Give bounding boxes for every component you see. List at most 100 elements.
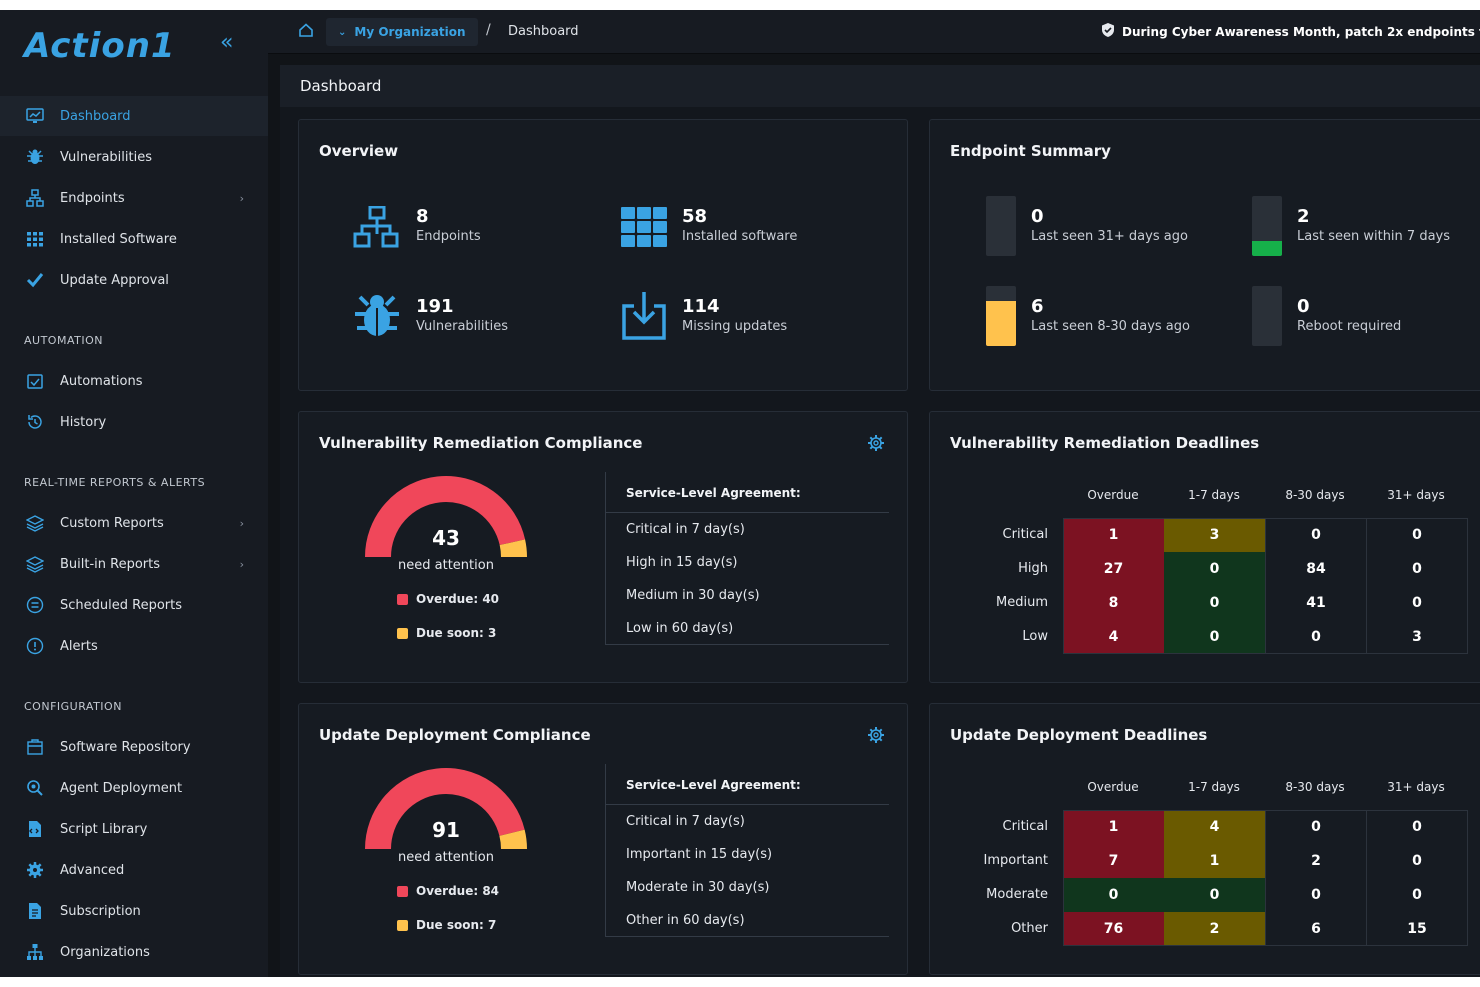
deadline-cell[interactable]: 4 [1063,620,1164,654]
legend-label: Overdue: 40 [416,592,500,606]
endpoint-stat-within-7[interactable]: 2 Last seen within 7 days [1297,206,1450,244]
grid-border [1063,810,1468,946]
sidebar-item-vulnerabilities[interactable]: Vulnerabilities [0,137,268,177]
sidebar-item-installed-software[interactable]: Installed Software [0,219,268,259]
announcement-banner[interactable]: During Cyber Awareness Month, patch 2x e… [1100,22,1480,41]
deadline-cell[interactable]: 15 [1366,912,1467,946]
deadline-cell[interactable]: 76 [1063,912,1164,946]
stat-label: Vulnerabilities [416,319,508,334]
gear-icon[interactable] [867,726,885,748]
endpoint-stat-reboot[interactable]: 0 Reboot required [1297,296,1401,334]
deadline-cell[interactable]: 0 [1164,586,1265,620]
stat-label: Missing updates [682,319,788,334]
sidebar-item-custom-reports[interactable]: Custom Reports › [0,503,268,543]
sidebar-item-label: Advanced [60,862,125,878]
gear-icon[interactable] [867,434,885,456]
deadline-cell[interactable]: 7 [1063,844,1164,878]
deadline-cell[interactable]: 0 [1366,878,1467,912]
script-file-icon [24,818,46,840]
sidebar-item-label: Installed Software [60,231,177,247]
vuln-deadlines-card: Vulnerability Remediation Deadlines Over… [929,411,1480,683]
deadline-cell[interactable]: 4 [1164,810,1265,844]
deadline-cell[interactable]: 0 [1366,518,1467,552]
stat-vulnerabilities[interactable]: 191 Vulnerabilities [416,296,508,334]
sidebar: Action1 « Dashboard Vulnerabilities Endp… [0,10,268,977]
deadline-cell[interactable]: 0 [1366,844,1467,878]
deadline-cell[interactable]: 0 [1265,620,1366,654]
sidebar-item-label: Script Library [60,821,148,837]
column-header: 31+ days [1387,780,1445,794]
sla-row: Critical in 7 day(s) [626,522,745,537]
sidebar-item-automations[interactable]: Automations [0,361,268,401]
deadline-cell[interactable]: 6 [1265,912,1366,946]
sidebar-item-scheduled-reports[interactable]: Scheduled Reports [0,585,268,625]
sidebar-item-advanced[interactable]: Advanced [0,850,268,890]
compliance-gauge [365,476,527,558]
collapse-sidebar-icon[interactable]: « [220,30,234,55]
sidebar-item-organizations[interactable]: Organizations [0,932,268,972]
deadline-cell[interactable]: 0 [1366,552,1467,586]
deadline-cell[interactable]: 0 [1366,586,1467,620]
legend-overdue: Overdue: 84 [397,884,499,898]
sidebar-item-built-in-reports[interactable]: Built-in Reports › [0,544,268,584]
card-title: Vulnerability Remediation Compliance [319,434,643,452]
sidebar-item-history[interactable]: History [0,402,268,442]
sidebar-item-label: Scheduled Reports [60,597,182,613]
deadline-cell[interactable]: 2 [1164,912,1265,946]
deadline-cell[interactable]: 84 [1265,552,1366,586]
deadline-cell[interactable]: 1 [1063,810,1164,844]
due-soon-swatch [397,919,408,931]
deadline-cell[interactable]: 0 [1164,552,1265,586]
deadline-cell[interactable]: 0 [1366,810,1467,844]
endpoint-stat-8-30[interactable]: 6 Last seen 8-30 days ago [1031,296,1190,334]
stat-label: Last seen within 7 days [1297,229,1451,244]
section-automation: AUTOMATION [24,334,103,347]
sidebar-item-agent-deployment[interactable]: Agent Deployment [0,768,268,808]
sidebar-item-software-repository[interactable]: Software Repository [0,727,268,767]
stat-label: Last seen 31+ days ago [1031,229,1188,244]
deadline-cell[interactable]: 3 [1366,620,1467,654]
deadline-cell[interactable]: 27 [1063,552,1164,586]
sidebar-item-label: Subscription [60,903,141,919]
deadline-cell[interactable]: 2 [1265,844,1366,878]
organization-selector[interactable]: ⌄ My Organization [326,18,478,46]
sidebar-item-endpoints[interactable]: Endpoints › [0,178,268,218]
status-bar-fill [986,301,1016,346]
column-header: Overdue [1087,488,1139,502]
sla-row: Important in 15 day(s) [626,847,773,862]
home-icon[interactable] [298,22,314,42]
sidebar-item-dashboard[interactable]: Dashboard [0,96,268,136]
deadline-cell[interactable]: 3 [1164,518,1265,552]
deadline-cell[interactable]: 41 [1265,586,1366,620]
deadline-cell[interactable]: 0 [1164,620,1265,654]
card-title: Vulnerability Remediation Deadlines [950,434,1260,452]
gauge-value: 91 [432,818,460,842]
bug-icon [353,292,401,344]
deadline-cell[interactable]: 1 [1063,518,1164,552]
sidebar-item-update-approval[interactable]: Update Approval [0,260,268,300]
gauge-caption: need attention [398,558,494,573]
deadline-cell[interactable]: 0 [1265,518,1366,552]
endpoint-stat-31-plus[interactable]: 0 Last seen 31+ days ago [1031,206,1188,244]
deadline-cell[interactable]: 1 [1164,844,1265,878]
stat-missing-updates[interactable]: 114 Missing updates [682,296,787,334]
deadline-cell[interactable]: 0 [1265,878,1366,912]
chevron-right-icon: › [239,557,244,571]
deadline-cell[interactable]: 8 [1063,586,1164,620]
stat-endpoints[interactable]: 8 Endpoints [416,206,481,244]
sidebar-item-script-library[interactable]: Script Library [0,809,268,849]
deadline-cell[interactable]: 0 [1164,878,1265,912]
breadcrumb[interactable]: Dashboard [508,24,579,39]
stat-value: 8 [416,206,429,227]
gauge-caption: need attention [398,850,494,865]
stat-installed-software[interactable]: 58 Installed software [682,206,797,244]
list-circle-icon [24,594,46,616]
legend-overdue: Overdue: 40 [397,592,499,606]
sla-header: Service-Level Agreement: [606,764,889,805]
deadline-cell[interactable]: 0 [1063,878,1164,912]
sidebar-item-alerts[interactable]: Alerts [0,626,268,666]
organization-name: My Organization [354,25,466,39]
row-label: Moderate [986,887,1048,902]
deadline-cell[interactable]: 0 [1265,810,1366,844]
sidebar-item-subscription[interactable]: Subscription [0,891,268,931]
